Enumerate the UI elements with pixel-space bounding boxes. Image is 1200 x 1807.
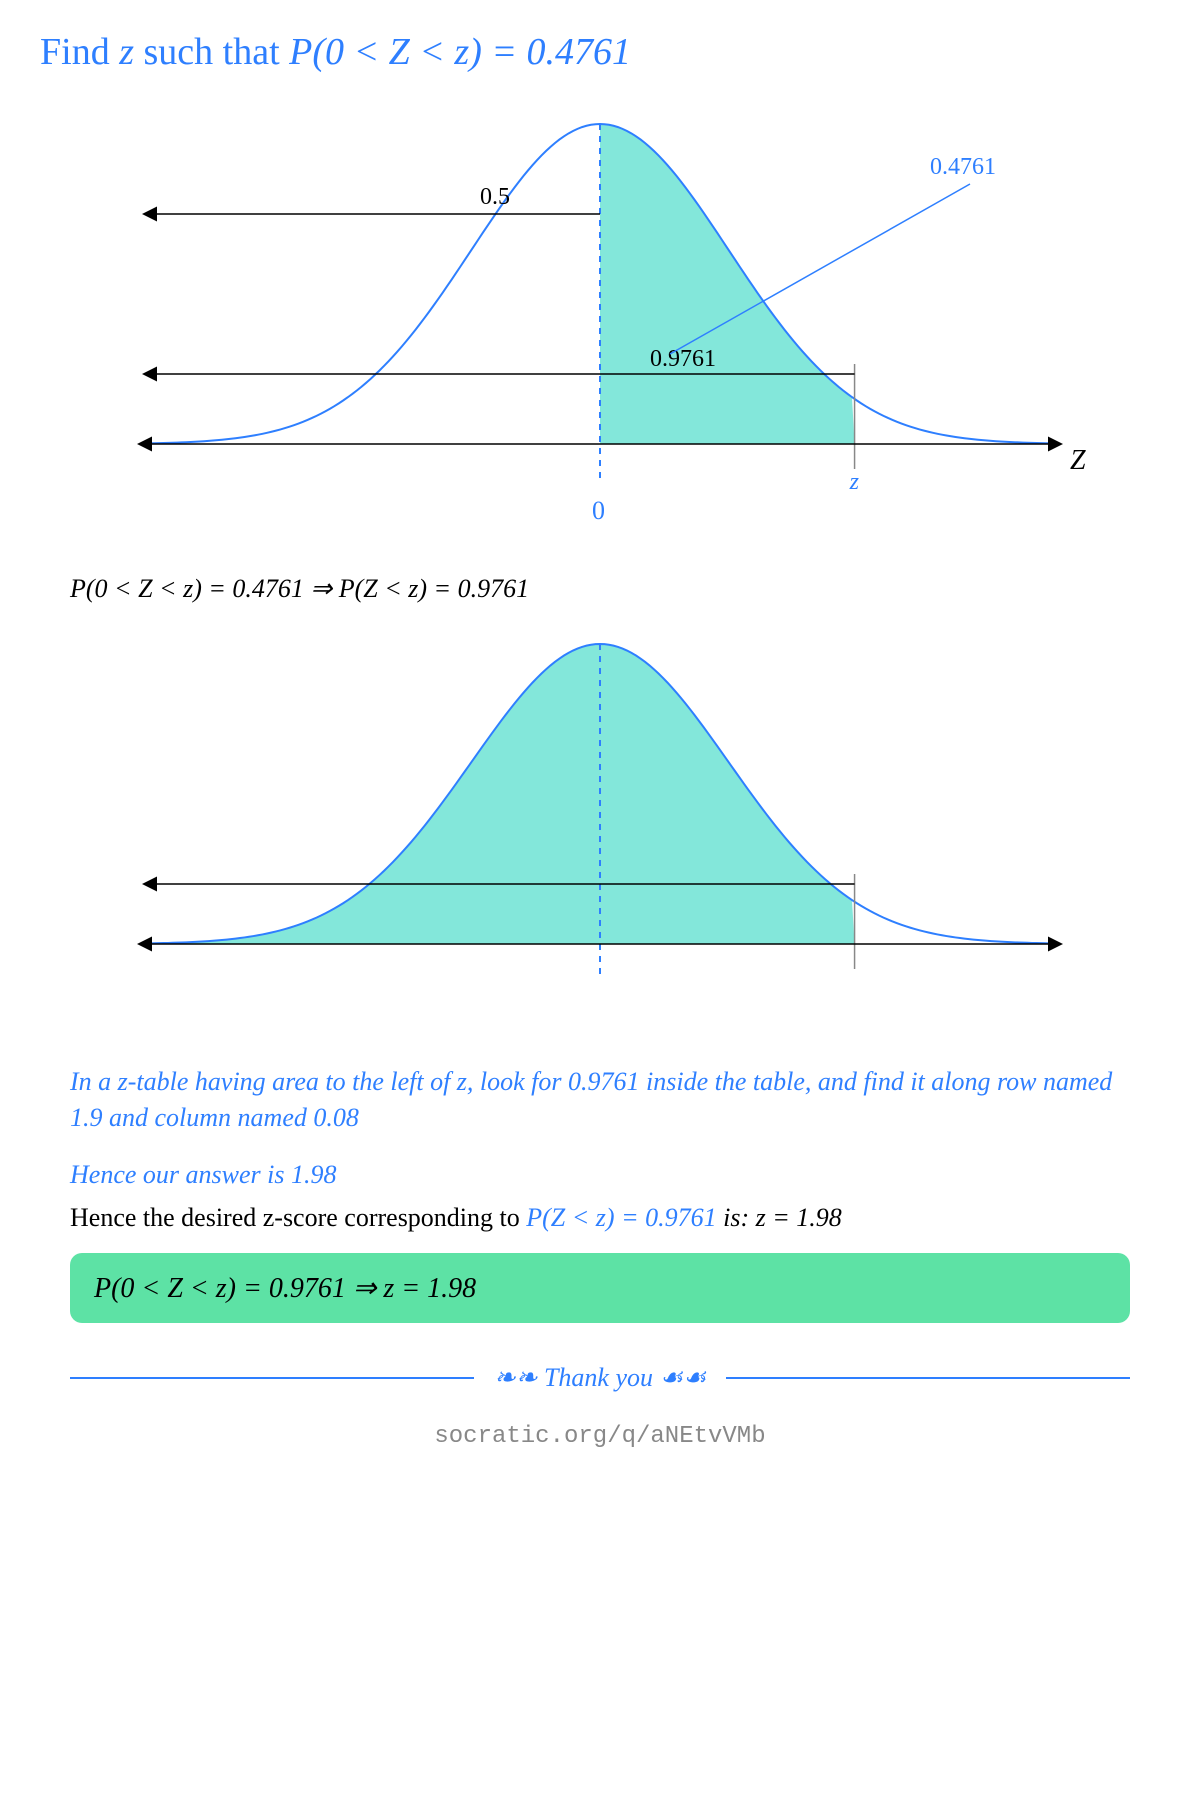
flourish-left: ❧❧ — [494, 1363, 538, 1392]
svg-text:Z: Z — [1070, 445, 1086, 476]
conclusion-math: P(Z < z) = 0.9761 — [526, 1203, 716, 1232]
thankyou-divider: ❧❧ Thank you ☙☙ — [70, 1363, 1130, 1393]
title-mid: such that — [134, 31, 289, 73]
divider-left — [70, 1377, 474, 1379]
normal-curve-chart-2 — [100, 614, 1100, 1044]
thankyou-label: Thank you — [544, 1363, 653, 1392]
title-math: P(0 < Z < z) = 0.4761 — [289, 31, 631, 73]
divider-right — [726, 1377, 1130, 1379]
answer-box: P(0 < Z < z) = 0.9761 ⇒ z = 1.98 — [70, 1253, 1130, 1323]
conclusion-line: Hence the desired z-score corresponding … — [70, 1203, 1130, 1233]
source-url: socratic.org/q/aNEtvVMb — [40, 1423, 1160, 1450]
svg-text:0: 0 — [592, 496, 605, 525]
equation-implication: P(0 < Z < z) = 0.4761 ⇒ P(Z < z) = 0.976… — [70, 574, 1160, 604]
svg-text:z: z — [849, 469, 860, 495]
conclusion-prefix: Hence the desired z-score corresponding … — [70, 1203, 526, 1232]
page-title: Find z such that P(0 < Z < z) = 0.4761 — [40, 30, 1160, 74]
svg-text:0.5: 0.5 — [480, 184, 510, 210]
thankyou-text: ❧❧ Thank you ☙☙ — [474, 1363, 726, 1393]
title-prefix: Find — [40, 31, 119, 73]
explanation-line-1: In a z-table having area to the left of … — [70, 1064, 1130, 1137]
flourish-right: ☙☙ — [660, 1363, 707, 1392]
conclusion-suffix: is: z = 1.98 — [717, 1203, 842, 1232]
svg-text:0.4761: 0.4761 — [930, 154, 996, 180]
title-z: z — [119, 31, 134, 73]
explanation-line-2: Hence our answer is 1.98 — [70, 1157, 1130, 1193]
normal-curve-chart-1: 0.5 0.9761 0.4761 Zz 0 — [100, 94, 1100, 554]
svg-text:0.9761: 0.9761 — [650, 346, 716, 372]
